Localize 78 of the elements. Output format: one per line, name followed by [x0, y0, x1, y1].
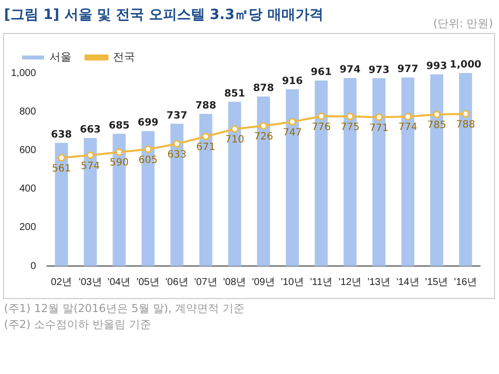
x-tick-label: '16년 [454, 276, 478, 288]
bar [54, 142, 68, 266]
point [230, 125, 238, 133]
chart-title: [그림 1] 서울 및 전국 오피스텔 3.3㎡당 매매가격 [4, 6, 324, 24]
data-label: 574 [80, 160, 100, 172]
point [173, 140, 181, 148]
x-tick-label: '14년 [396, 276, 420, 288]
data-label: 878 [253, 83, 274, 94]
point [432, 110, 440, 118]
data-label: 671 [196, 142, 216, 154]
point [115, 148, 123, 156]
data-label: 737 [166, 110, 188, 122]
data-label: 663 [80, 124, 101, 136]
x-tick-label: '13년 [367, 276, 390, 288]
data-label: 774 [398, 122, 418, 134]
x-tick-label: '11년 [310, 276, 332, 288]
bar [228, 102, 242, 266]
data-label: 973 [368, 64, 390, 76]
x-tick-label: 02년 [50, 276, 72, 288]
y-tick-label: 600 [19, 144, 36, 156]
data-label: 788 [195, 100, 216, 112]
point [462, 110, 470, 118]
data-label: 961 [310, 67, 332, 78]
data-label: 993 [426, 60, 448, 72]
data-label: 776 [312, 122, 331, 133]
x-tick-label: '04년 [108, 276, 131, 288]
data-label: 977 [397, 64, 418, 76]
x-tick-label: '03년 [78, 276, 102, 288]
data-label: 1,000 [450, 60, 482, 71]
legend-label: 전국 [113, 52, 135, 64]
point [86, 151, 94, 159]
y-tick-label: 1,000 [10, 68, 36, 79]
point [260, 122, 268, 130]
y-tick-label: 800 [19, 106, 36, 118]
data-label: 561 [52, 163, 72, 174]
bar [372, 78, 386, 266]
data-label: 747 [282, 127, 302, 138]
y-tick-label: 200 [19, 222, 36, 234]
text: (단위: 만원) [433, 16, 493, 31]
point [346, 112, 354, 120]
x-tick-label: '08년 [223, 276, 246, 288]
data-label: 638 [51, 129, 72, 140]
y-tick-label: 400 [19, 184, 36, 195]
x-tick-label: '06년 [165, 276, 188, 288]
x-tick-label: '10년 [280, 276, 304, 288]
bar [430, 74, 444, 266]
data-label: 726 [254, 131, 274, 142]
x-tick-label: '07년 [194, 276, 218, 288]
point [375, 113, 383, 121]
point [404, 112, 412, 120]
bar [286, 89, 299, 266]
data-label: 788 [456, 120, 476, 131]
data-label: 605 [138, 154, 158, 166]
text: (주2) 소수점이하 반올림 기준 [4, 317, 152, 333]
data-label: 633 [167, 149, 186, 160]
point [58, 154, 66, 162]
data-label: 974 [340, 64, 361, 76]
x-tick-label: '12년 [338, 276, 362, 288]
legend-label: 서울 [50, 52, 72, 64]
data-label: 710 [225, 134, 244, 146]
data-label: 916 [282, 76, 303, 87]
bar [199, 114, 212, 266]
data-label: 851 [224, 88, 246, 100]
text: (주1) 12월 말(2016년은 5월 말), 계약면적 기준 [4, 301, 245, 317]
point [288, 118, 296, 126]
x-tick-label: '09년 [252, 276, 276, 288]
data-label: 775 [340, 122, 360, 134]
y-tick-label: 0 [30, 260, 36, 272]
x-tick-label: '15년 [425, 276, 448, 288]
x-tick-label: '05년 [136, 276, 160, 288]
data-label: 785 [427, 120, 446, 132]
data-label: 590 [110, 158, 129, 169]
data-label: 771 [369, 122, 389, 134]
point [144, 145, 152, 153]
point [202, 132, 210, 140]
data-label: 699 [138, 118, 159, 129]
data-label: 685 [108, 120, 130, 132]
point [317, 112, 325, 120]
